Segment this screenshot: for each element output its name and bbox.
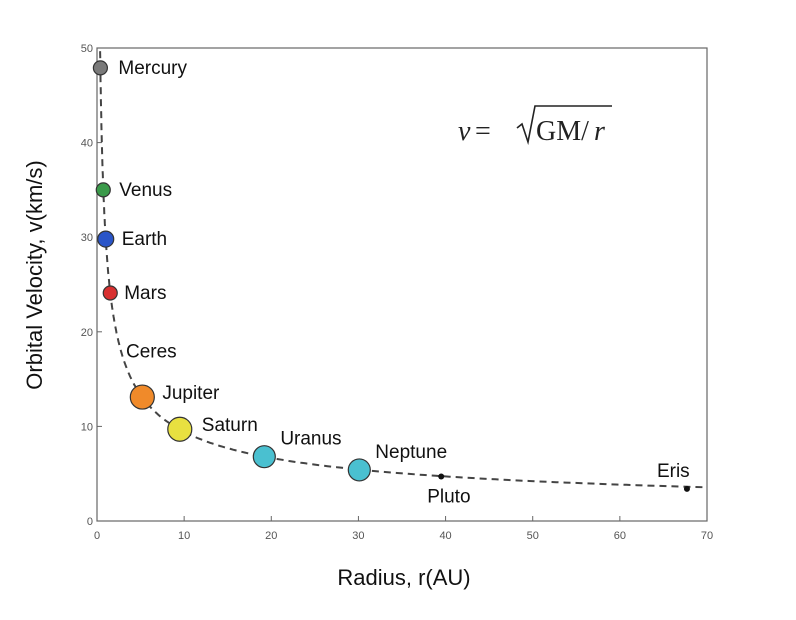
label-ceres: Ceres bbox=[126, 342, 177, 363]
label-jupiter: Jupiter bbox=[162, 383, 220, 404]
planet-points bbox=[92, 60, 690, 492]
label-earth: Earth bbox=[122, 229, 167, 250]
x-tick-label: 70 bbox=[701, 530, 713, 542]
point-jupiter bbox=[129, 384, 155, 410]
x-tick-label: 10 bbox=[178, 530, 190, 542]
point-earth bbox=[97, 230, 115, 248]
label-saturn: Saturn bbox=[202, 415, 258, 436]
point-uranus bbox=[252, 445, 276, 469]
formula-annotation: v = GM/ r bbox=[458, 105, 612, 147]
y-tick-label: 50 bbox=[81, 43, 93, 55]
label-venus: Venus bbox=[119, 180, 172, 201]
x-tick-label: 40 bbox=[439, 530, 451, 542]
svg-text:=: = bbox=[475, 116, 491, 147]
x-tick-label: 0 bbox=[94, 530, 100, 542]
y-tick-label: 40 bbox=[81, 138, 93, 150]
x-tick-label: 60 bbox=[614, 530, 626, 542]
label-mars: Mars bbox=[124, 283, 166, 304]
y-axis-label: Orbital Velocity, v(km/s) bbox=[22, 160, 47, 389]
x-tick-label: 50 bbox=[527, 530, 539, 542]
point-mercury bbox=[92, 60, 108, 76]
point-eris bbox=[683, 485, 690, 492]
label-neptune: Neptune bbox=[375, 442, 447, 463]
x-axis-ticks: 0 10 20 30 40 50 60 70 bbox=[94, 516, 713, 542]
x-tick-label: 20 bbox=[265, 530, 277, 542]
y-tick-label: 10 bbox=[81, 421, 93, 433]
point-saturn bbox=[167, 416, 193, 442]
planet-labels: Mercury Venus Earth Mars Ceres Jupiter Saturn U… bbox=[118, 58, 689, 508]
label-uranus: Uranus bbox=[280, 429, 341, 450]
label-eris: Eris bbox=[657, 461, 690, 482]
label-pluto: Pluto bbox=[427, 487, 470, 508]
y-tick-label: 0 bbox=[87, 516, 93, 528]
point-venus bbox=[95, 182, 111, 198]
x-axis-label: Radius, r(AU) bbox=[337, 565, 470, 590]
y-tick-label: 20 bbox=[81, 327, 93, 339]
y-tick-label: 30 bbox=[81, 232, 93, 244]
x-tick-label: 30 bbox=[352, 530, 364, 542]
plot-frame bbox=[96, 47, 708, 522]
svg-text:r: r bbox=[594, 116, 605, 147]
label-mercury: Mercury bbox=[118, 58, 187, 79]
svg-text:GM/: GM/ bbox=[536, 116, 589, 147]
point-pluto bbox=[438, 473, 445, 480]
svg-text:v: v bbox=[458, 116, 471, 147]
point-neptune bbox=[347, 458, 371, 482]
point-mars bbox=[102, 285, 118, 301]
